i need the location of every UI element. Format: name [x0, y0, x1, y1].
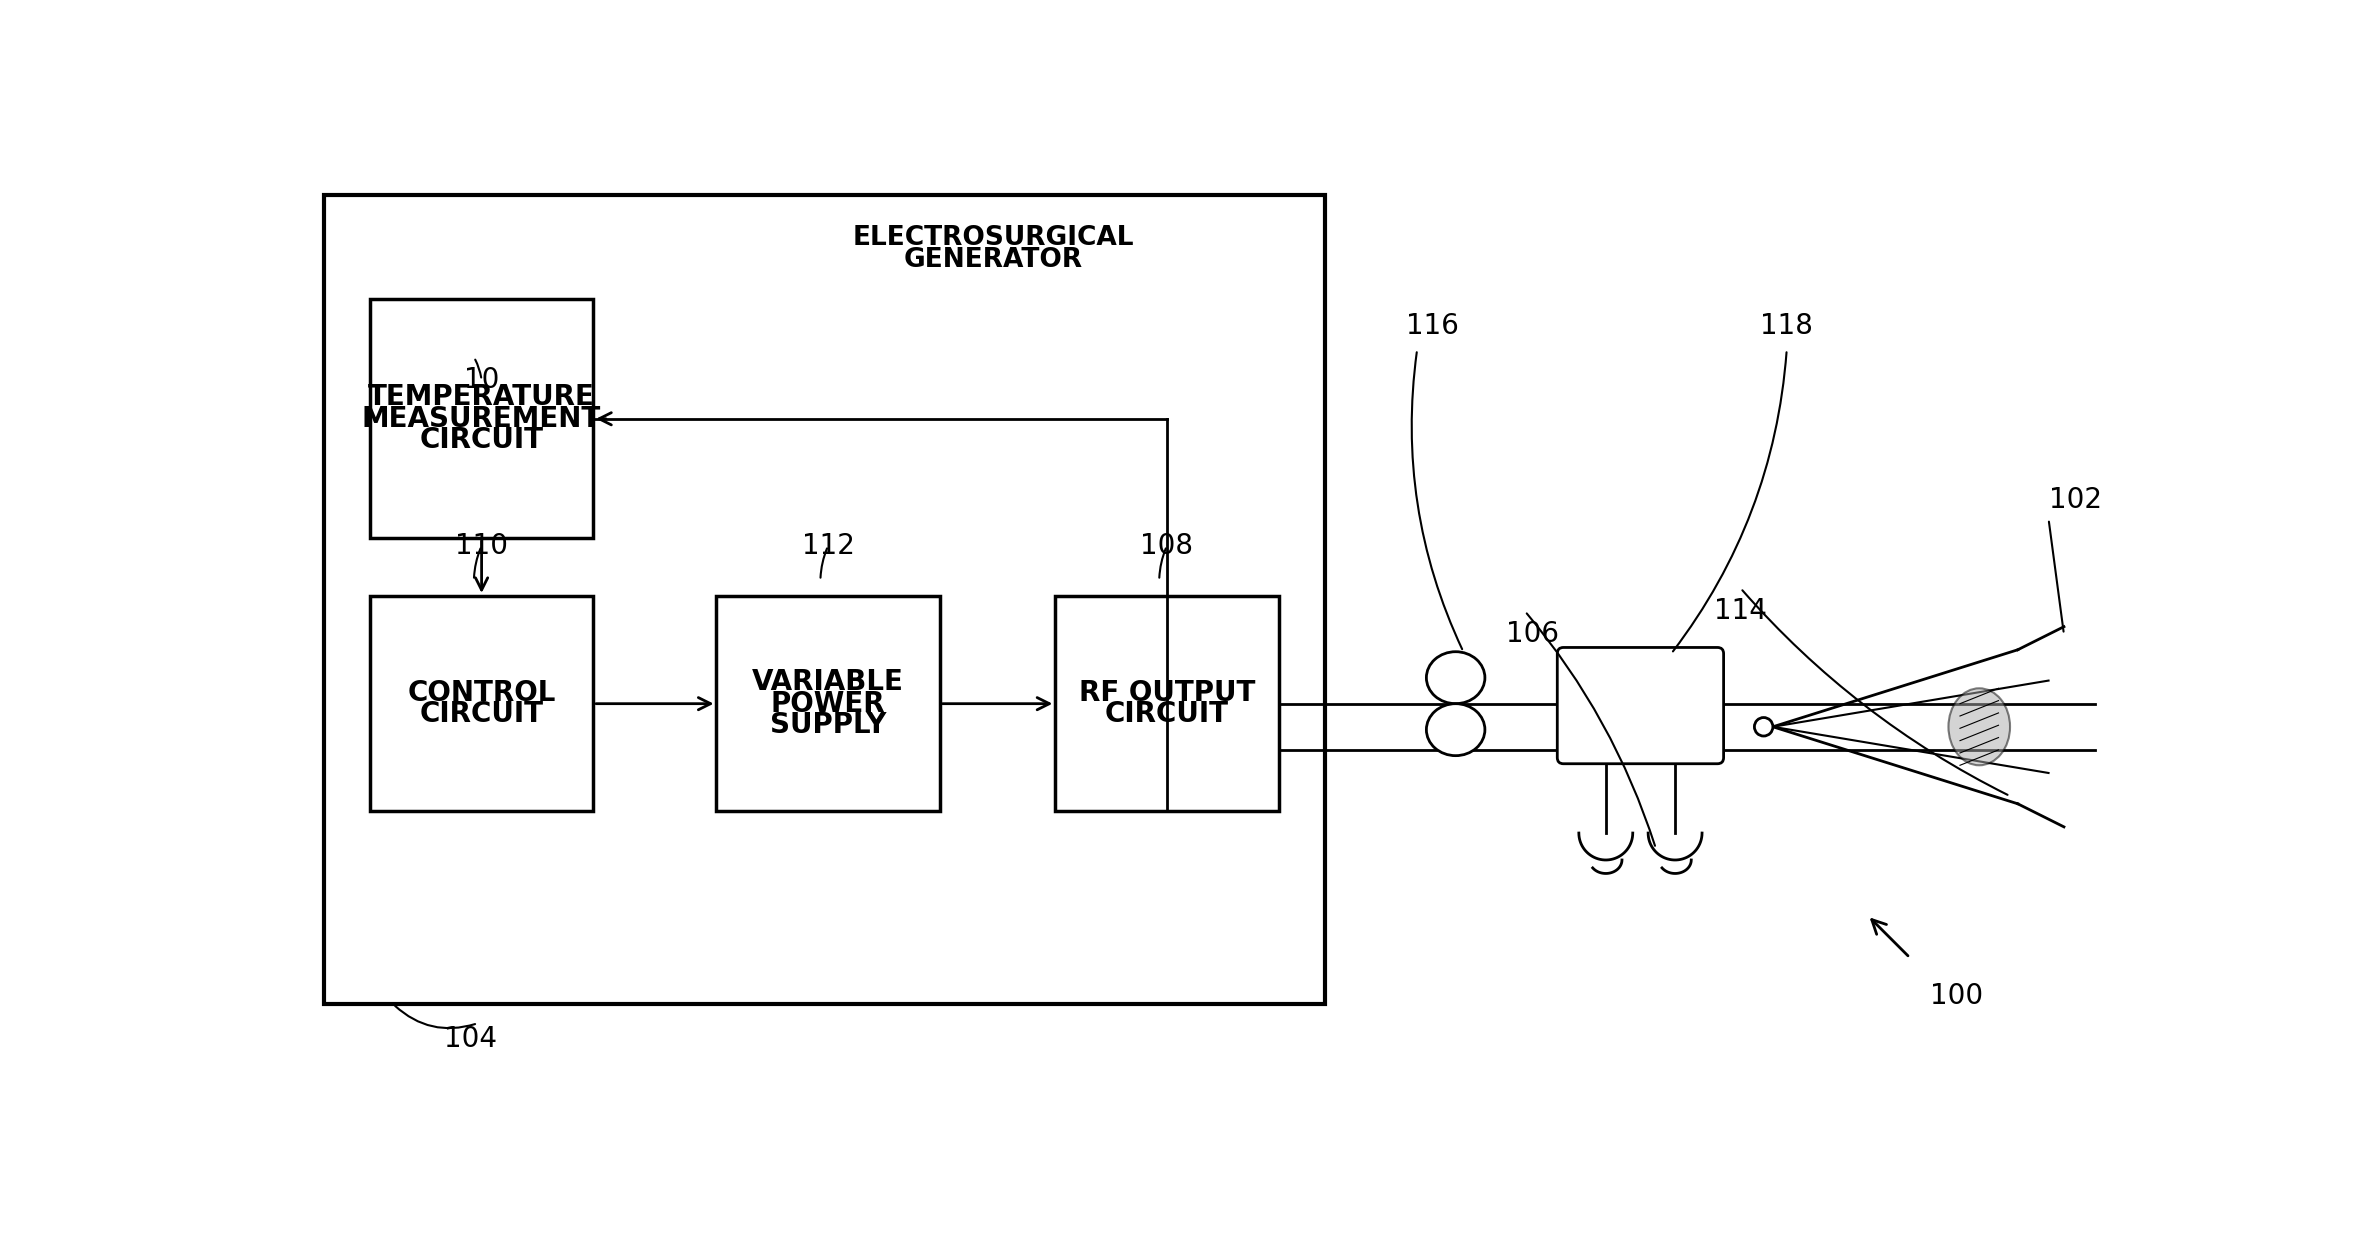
Text: SUPPLY: SUPPLY [769, 712, 887, 739]
FancyBboxPatch shape [1556, 647, 1724, 764]
Text: 112: 112 [802, 532, 854, 560]
Text: 106: 106 [1507, 621, 1559, 648]
Ellipse shape [1427, 704, 1486, 755]
Text: VARIABLE: VARIABLE [752, 668, 903, 697]
Text: POWER: POWER [771, 689, 884, 718]
Ellipse shape [1427, 652, 1486, 704]
Text: CIRCUIT: CIRCUIT [420, 700, 545, 729]
Text: 116: 116 [1405, 312, 1460, 341]
Text: CIRCUIT: CIRCUIT [420, 427, 545, 454]
Text: 108: 108 [1141, 532, 1193, 560]
Text: TEMPERATURE: TEMPERATURE [368, 383, 594, 412]
Text: 10: 10 [465, 366, 500, 394]
Bar [370, 300, 594, 539]
Bar [717, 596, 941, 811]
Text: 118: 118 [1761, 312, 1813, 341]
Bar [1056, 596, 1278, 811]
Bar [370, 596, 594, 811]
Text: 110: 110 [455, 532, 507, 560]
Text: CONTROL: CONTROL [408, 679, 556, 707]
Ellipse shape [1948, 688, 2009, 765]
Text: 100: 100 [1929, 983, 1983, 1010]
Circle shape [1754, 718, 1773, 736]
Text: 114: 114 [1714, 597, 1766, 626]
Text: ELECTROSURGICAL: ELECTROSURGICAL [854, 225, 1134, 251]
Text: GENERATOR: GENERATOR [903, 248, 1082, 274]
Bar [323, 195, 1325, 1004]
Text: MEASUREMENT: MEASUREMENT [363, 404, 601, 433]
Text: CIRCUIT: CIRCUIT [1106, 700, 1229, 729]
Text: 104: 104 [443, 1025, 498, 1052]
Text: RF OUTPUT: RF OUTPUT [1078, 679, 1254, 707]
Text: 102: 102 [2049, 485, 2101, 514]
